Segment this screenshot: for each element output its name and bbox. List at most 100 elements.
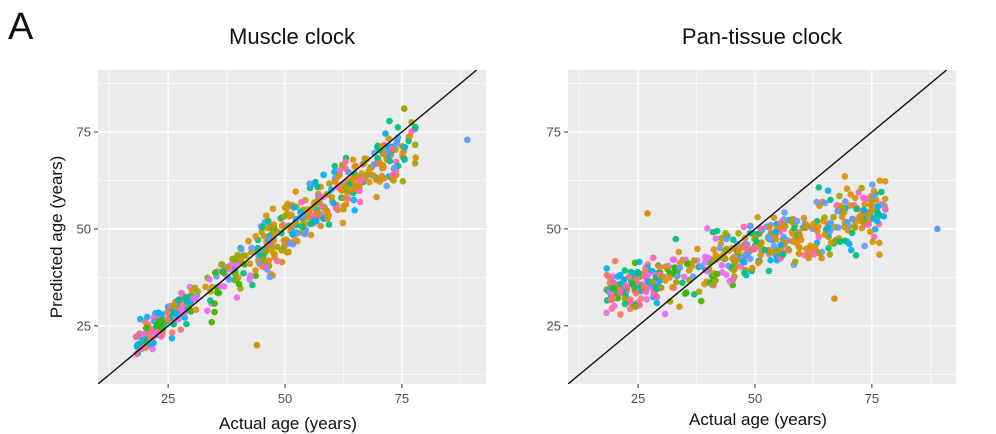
data-point	[336, 167, 344, 174]
data-point	[656, 263, 663, 271]
data-point	[620, 276, 627, 283]
data-point	[340, 194, 348, 202]
data-point	[701, 280, 708, 288]
data-point	[718, 261, 726, 269]
data-point	[411, 141, 419, 149]
data-point	[380, 150, 387, 158]
data-point	[616, 288, 624, 296]
data-point	[234, 251, 241, 259]
data-point	[408, 128, 415, 135]
data-point	[207, 297, 214, 304]
data-point	[139, 331, 147, 338]
data-point	[235, 280, 243, 288]
data-point	[388, 145, 396, 152]
data-point	[280, 213, 288, 220]
data-point	[211, 269, 219, 276]
data-point	[813, 198, 820, 206]
data-point	[412, 123, 419, 131]
data-point	[815, 233, 822, 241]
data-point	[765, 267, 773, 275]
data-point	[273, 257, 281, 265]
x-axis-label: Actual age (years)	[219, 414, 357, 433]
data-point	[869, 181, 876, 188]
panel-letter: A	[8, 6, 34, 48]
data-point	[634, 269, 642, 277]
data-point	[684, 260, 691, 268]
data-point	[841, 173, 849, 180]
outlier-point	[464, 136, 471, 144]
data-point	[789, 238, 796, 245]
data-point	[673, 272, 681, 280]
data-point	[175, 296, 183, 303]
data-point	[836, 192, 843, 200]
data-point	[208, 318, 216, 326]
data-point	[723, 271, 730, 279]
data-point	[853, 205, 860, 213]
data-point	[394, 124, 402, 131]
data-point	[175, 315, 182, 323]
data-point	[317, 222, 324, 230]
data-point	[171, 303, 178, 310]
data-point	[178, 289, 185, 297]
data-point	[248, 244, 255, 252]
data-point	[849, 215, 857, 223]
data-point	[843, 218, 851, 226]
points-layer	[603, 173, 941, 318]
data-point	[158, 333, 165, 340]
data-point	[605, 273, 612, 280]
data-point	[278, 258, 286, 266]
data-point	[644, 271, 652, 279]
data-point	[278, 247, 285, 254]
data-point	[753, 237, 760, 245]
data-point	[796, 244, 803, 251]
data-point	[697, 297, 705, 305]
data-point	[671, 264, 678, 271]
data-point	[298, 223, 306, 231]
data-point	[874, 203, 882, 210]
data-point	[388, 175, 396, 183]
data-point	[342, 158, 349, 166]
data-point	[399, 178, 407, 185]
data-point	[202, 283, 209, 291]
data-point	[289, 230, 296, 238]
data-point	[307, 231, 315, 239]
data-point	[187, 308, 195, 315]
data-point	[780, 233, 788, 241]
data-point	[729, 276, 737, 283]
data-point	[838, 213, 846, 221]
data-point	[629, 280, 637, 287]
y-tick-label: 75	[77, 125, 91, 140]
data-point	[246, 260, 254, 268]
data-point	[631, 259, 639, 267]
data-point	[712, 277, 719, 284]
data-point	[607, 296, 615, 304]
data-point	[705, 254, 712, 262]
data-point	[390, 164, 398, 172]
data-point	[658, 284, 665, 292]
data-point	[805, 252, 812, 259]
data-point	[617, 280, 624, 288]
data-point	[842, 198, 849, 205]
data-point	[882, 206, 889, 213]
data-point	[626, 305, 634, 313]
data-point	[865, 211, 872, 218]
data-point	[830, 238, 838, 246]
data-point	[847, 202, 854, 209]
data-point	[266, 273, 274, 281]
data-point	[298, 198, 305, 206]
data-point	[363, 172, 370, 179]
data-point	[861, 242, 868, 250]
data-point	[723, 235, 730, 243]
data-point	[351, 207, 359, 214]
data-point	[680, 273, 688, 281]
data-point	[204, 307, 211, 315]
data-point	[261, 262, 269, 270]
data-point	[669, 284, 676, 291]
data-point	[729, 236, 737, 243]
x-tick-label: 25	[631, 391, 645, 406]
data-point	[383, 182, 391, 190]
data-point	[815, 223, 822, 230]
data-point	[781, 209, 788, 216]
